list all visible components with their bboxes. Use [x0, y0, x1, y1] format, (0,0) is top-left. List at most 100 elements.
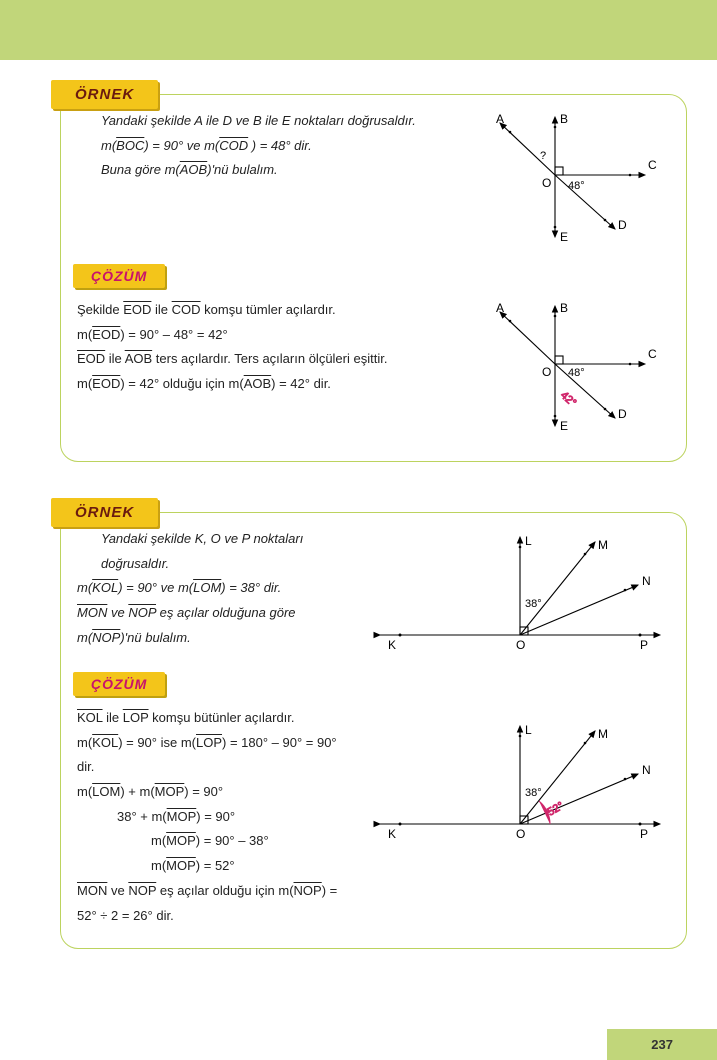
t: eş açılar olduğu için m(	[156, 883, 293, 898]
t: NOP	[128, 605, 156, 620]
example-label: ÖRNEK	[51, 498, 158, 527]
pt: N	[642, 574, 651, 588]
t: m(	[77, 376, 92, 391]
ex2-sol-6: m(MOP) = 52°	[77, 854, 355, 879]
ex1-sol-2: m(EOD) = 90° – 48° = 42°	[77, 323, 425, 348]
t: ) = 90° ise m(	[118, 735, 196, 750]
t: ) = 48° dir.	[248, 138, 312, 153]
t: ) + m(	[120, 784, 154, 799]
t: LOP	[196, 735, 222, 750]
ex2-sol-3: m(LOM) + m(MOP) = 90°	[77, 780, 355, 805]
t: EOD	[77, 351, 105, 366]
pt: A	[496, 301, 504, 315]
ex1-sol-3: EOD ile AOB ters açılardır. Ters açıları…	[77, 347, 425, 372]
solution-label: ÇÖZÜM	[73, 672, 165, 696]
t: ile	[105, 351, 125, 366]
pt: B	[560, 112, 568, 126]
ex2-sol-1: KOL ile LOP komşu bütünler açılardır.	[77, 706, 355, 731]
ang: 42°	[558, 389, 578, 409]
t: ) = 90° ve m(	[118, 580, 193, 595]
pt: P	[640, 638, 648, 652]
t: KOL	[77, 710, 103, 725]
ex2-diagram-2: K L M N O P 38° 52°	[370, 706, 670, 928]
t: m(	[77, 735, 92, 750]
page-footer: 237	[0, 1029, 717, 1060]
pt: B	[560, 301, 568, 315]
example-2-box: ÖRNEK Yandaki şekilde K, O ve P noktalar…	[60, 512, 687, 949]
pt: L	[525, 723, 532, 737]
pt: N	[642, 763, 651, 777]
pt: E	[560, 230, 568, 244]
pt: D	[618, 407, 627, 421]
t: MOP	[167, 809, 197, 824]
t: ) = 90° ve m(	[144, 138, 219, 153]
t: ters açılardır. Ters açıların ölçüleri e…	[152, 351, 387, 366]
t: m(	[77, 580, 92, 595]
t: m(	[151, 833, 166, 848]
pt: M	[598, 538, 608, 552]
t: ile	[103, 710, 123, 725]
ex1-statement-3: Buna göre m(AOB)'nü bulalım.	[77, 158, 425, 183]
t: m(	[151, 858, 166, 873]
ex2-statement-1: Yandaki şekilde K, O ve P noktaları doğr…	[77, 527, 355, 576]
t: MON	[77, 605, 107, 620]
t: MON	[77, 883, 107, 898]
pt: K	[388, 827, 396, 841]
ang: ?	[540, 150, 546, 162]
t: ile	[151, 302, 171, 317]
t: LOM	[92, 784, 120, 799]
t: m(	[77, 784, 92, 799]
t: EOD	[92, 327, 120, 342]
t: ) = 38° dir.	[221, 580, 281, 595]
ang: 48°	[568, 180, 585, 192]
ex1-statement-2: m(BOC) = 90° ve m(COD ) = 48° dir.	[77, 134, 425, 159]
t: Buna göre m(	[101, 162, 180, 177]
t: MOP	[155, 784, 185, 799]
t: ) = 90°	[196, 809, 235, 824]
ex1-sol-4: m(EOD) = 42° olduğu için m(AOB) = 42° di…	[77, 372, 425, 397]
t: ) = 90° – 48° = 42°	[120, 327, 227, 342]
t: ve	[107, 605, 128, 620]
pt: O	[542, 365, 551, 379]
t: BOC	[116, 138, 144, 153]
ex2-statement-2: m(KOL) = 90° ve m(LOM) = 38° dir.	[77, 576, 355, 601]
t: )'nü bulalım.	[120, 630, 190, 645]
pt: K	[388, 638, 396, 652]
t: KOL	[92, 735, 118, 750]
pt: A	[496, 112, 504, 126]
ang: 38°	[525, 598, 542, 610]
pt: P	[640, 827, 648, 841]
t: AOB	[180, 162, 207, 177]
ang: 38°	[525, 787, 542, 799]
t: NOP	[128, 883, 156, 898]
pt: E	[560, 419, 568, 433]
ex1-diagram-2: B A C D E O 48° 42°	[440, 298, 670, 441]
t: ) = 90° – 38°	[196, 833, 269, 848]
t: komşu bütünler açılardır.	[149, 710, 295, 725]
t: NOP	[92, 630, 120, 645]
ex2-sol-5: m(MOP) = 90° – 38°	[77, 829, 355, 854]
t: )'nü bulalım.	[207, 162, 277, 177]
page-number: 237	[607, 1029, 717, 1060]
pt: M	[598, 727, 608, 741]
t: m(	[101, 138, 116, 153]
pt: O	[542, 176, 551, 190]
pt: C	[648, 158, 657, 172]
t: LOM	[193, 580, 221, 595]
t: ve	[107, 883, 128, 898]
t: ) = 90°	[184, 784, 223, 799]
t: MOP	[166, 833, 196, 848]
pt: C	[648, 347, 657, 361]
example-1-box: ÖRNEK Yandaki şekilde A ile D ve B ile E…	[60, 94, 687, 462]
ex1-statement-1: Yandaki şekilde A ile D ve B ile E nokta…	[77, 109, 425, 134]
t: COD	[172, 302, 201, 317]
t: NOP	[294, 883, 322, 898]
t: COD	[219, 138, 248, 153]
t: m(	[77, 327, 92, 342]
t: komşu tümler açılardır.	[201, 302, 336, 317]
t: 38° + m(	[117, 809, 167, 824]
t: EOD	[123, 302, 151, 317]
t: EOD	[92, 376, 120, 391]
t: ) = 42° dir.	[271, 376, 331, 391]
t: KOL	[92, 580, 118, 595]
